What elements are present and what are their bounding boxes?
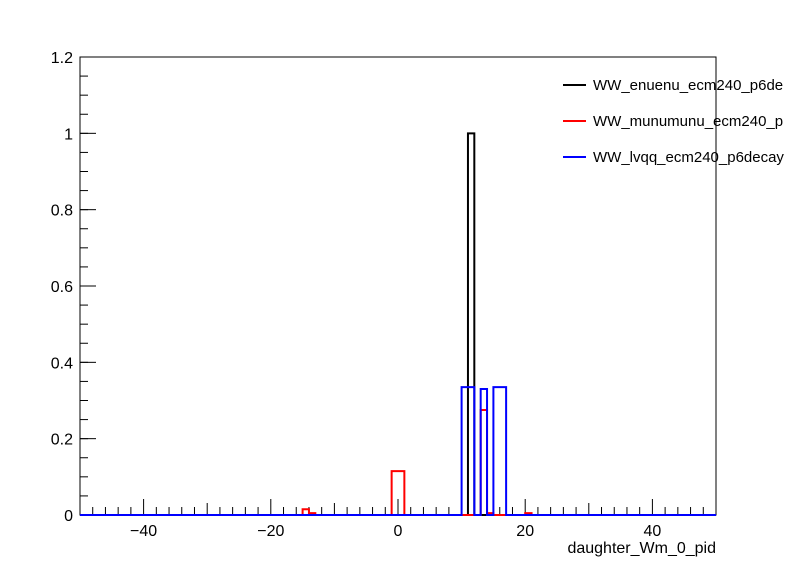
x-tick-label: 40 — [644, 523, 662, 540]
y-tick-label: 1 — [64, 126, 73, 143]
legend: WW_enuenu_ecm240_p6de WW_munumunu_ecm240_… — [563, 77, 784, 166]
y-tick-label: 1.2 — [51, 50, 73, 67]
legend-label: WW_lvqq_ecm240_p6decay — [593, 149, 784, 166]
x-axis-title: daughter_Wm_0_pid — [567, 540, 716, 557]
series-layer — [80, 132, 716, 516]
x-tick-label: −20 — [257, 523, 284, 540]
y-tick-label: 0 — [64, 508, 73, 525]
series-line — [80, 132, 716, 516]
y-tick-label: 0.4 — [51, 355, 73, 372]
x-axis: −40 −20 0 20 40 — [79, 499, 717, 540]
series-1 — [80, 132, 716, 516]
y-axis: 0 0.2 0.4 0.6 0.8 1 1.2 — [51, 50, 96, 525]
x-tick-label: −40 — [130, 523, 157, 540]
legend-label: WW_enuenu_ecm240_p6de — [593, 77, 783, 94]
series-3 — [80, 386, 716, 516]
legend-label: WW_munumunu_ecm240_p — [593, 113, 783, 130]
series-line — [80, 386, 716, 516]
y-tick-label: 0.6 — [51, 279, 73, 296]
x-tick-label: 20 — [516, 523, 534, 540]
x-tick-label: 0 — [394, 523, 403, 540]
y-tick-label: 0.2 — [51, 432, 73, 449]
y-tick-label: 0.8 — [51, 203, 73, 220]
